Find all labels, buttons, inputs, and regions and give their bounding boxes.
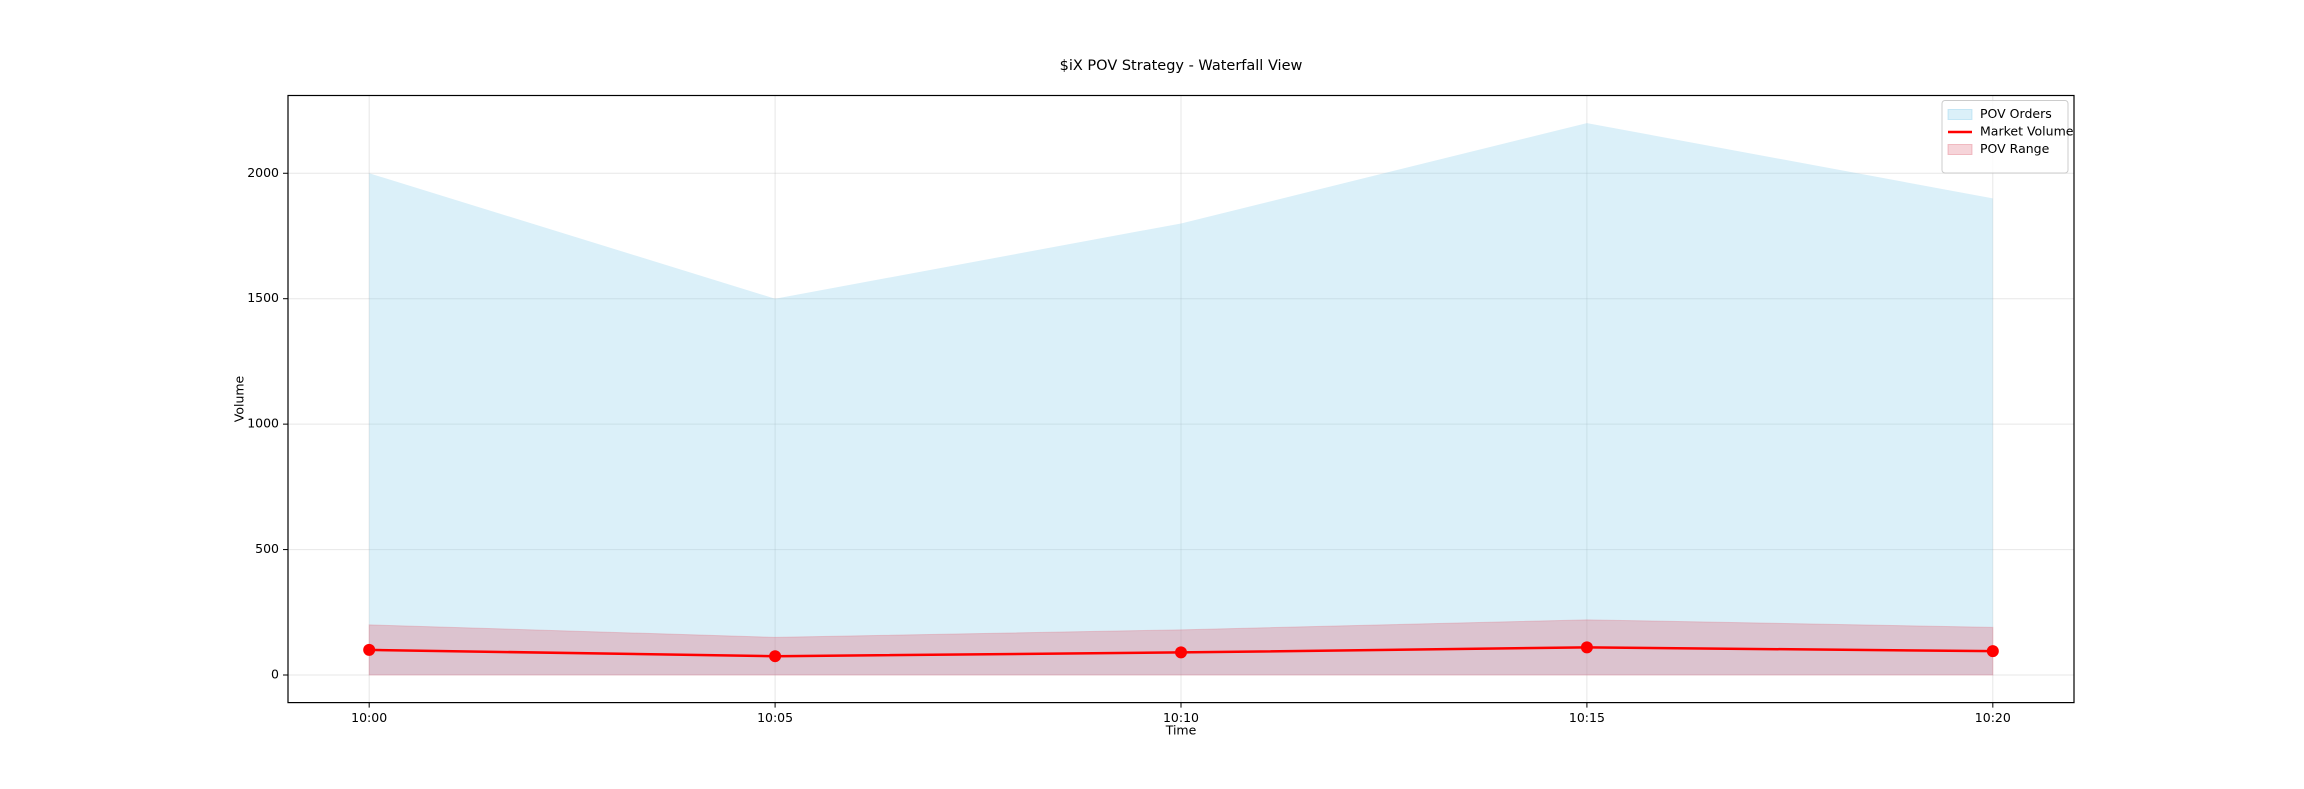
x-tick-label: 10:10 — [1163, 710, 1199, 725]
legend-swatch — [1947, 144, 1973, 155]
point — [769, 650, 782, 663]
legend-swatch — [1947, 109, 1973, 120]
point — [1580, 641, 1593, 654]
y-tick-label: 2000 — [247, 165, 279, 180]
point — [363, 643, 376, 656]
legend-label: POV Range — [1980, 141, 2050, 156]
y-tick-label: 0 — [271, 667, 279, 682]
plot-frame — [287, 94, 2075, 704]
x-tick-label: 10:05 — [757, 710, 793, 725]
legend-label: Market Volume — [1980, 124, 2074, 139]
point — [1175, 646, 1187, 659]
x-tick-label: 10:15 — [1569, 710, 1605, 725]
x-tick-label: 10:20 — [1975, 710, 2011, 725]
y-tick-label: 500 — [255, 541, 279, 556]
y-tick-label: 1000 — [247, 416, 279, 431]
area — [369, 123, 1993, 676]
point — [1986, 645, 1999, 658]
y-tick-label: 1500 — [247, 290, 279, 305]
legend-label: POV Orders — [1980, 106, 2052, 121]
legend-box — [1941, 100, 2069, 174]
x-tick-label: 10:00 — [351, 710, 387, 725]
legend: POV Orders Market Volume POV Range — [1941, 100, 2074, 174]
x-axis-label: Time — [1165, 723, 1197, 738]
chart-title: $iX POV Strategy - Waterfall View — [1060, 58, 1303, 74]
y-axis-label: Volume — [232, 375, 247, 422]
